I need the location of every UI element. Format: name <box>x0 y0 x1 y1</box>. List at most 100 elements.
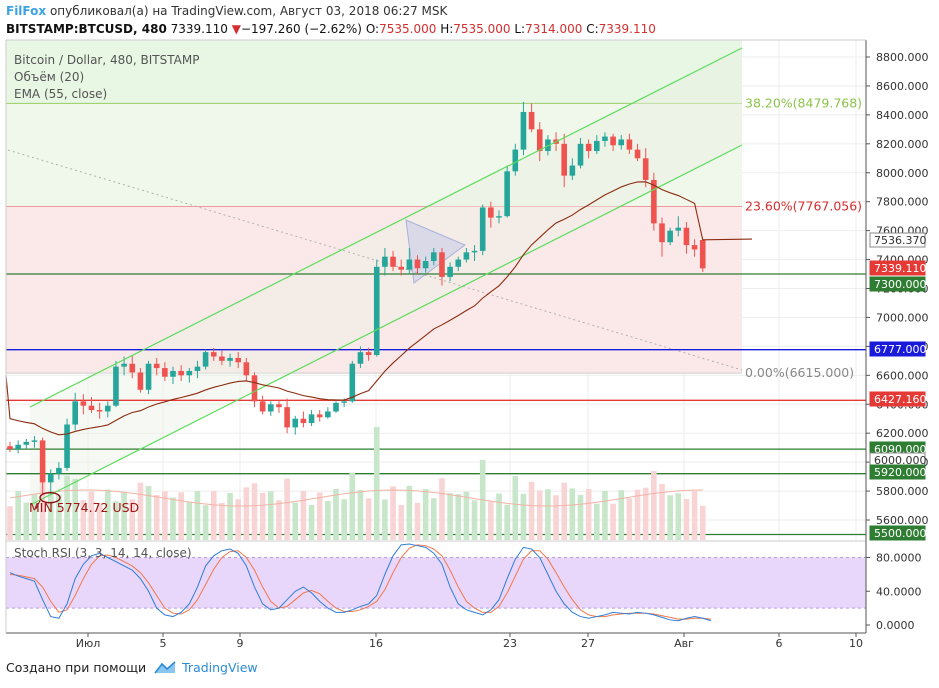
volume-bar <box>325 500 331 540</box>
candle-body <box>162 368 168 377</box>
candle-body <box>64 424 70 468</box>
candle <box>47 469 54 495</box>
candle <box>251 372 258 408</box>
candle <box>186 368 193 383</box>
candle <box>113 360 119 408</box>
candle-body <box>129 363 136 373</box>
candle-body <box>210 352 217 357</box>
candle-body <box>243 362 250 376</box>
candle <box>414 255 421 275</box>
candle <box>202 349 209 370</box>
volume-bar <box>585 488 592 540</box>
volume-bar <box>202 505 209 540</box>
candle <box>259 395 266 415</box>
candle <box>675 216 682 237</box>
candle-body <box>585 143 592 152</box>
candle <box>80 394 87 415</box>
price-badge-box <box>869 391 926 407</box>
volume-bar <box>422 489 429 540</box>
candle <box>308 410 315 426</box>
volume-legend: Объём (20) <box>14 70 85 84</box>
candle-body <box>308 414 315 424</box>
price-tick-label: 7800.000 <box>876 196 929 209</box>
candle-body <box>496 216 502 218</box>
candle-body <box>259 401 266 412</box>
candle <box>325 407 331 419</box>
candle <box>512 143 519 176</box>
candle-body <box>447 266 453 277</box>
candle-body <box>300 418 307 424</box>
volume-bar <box>398 505 404 540</box>
ema-line <box>5 181 753 436</box>
candle-body <box>675 227 682 231</box>
volume-bar <box>545 489 551 540</box>
volume-bar <box>414 502 421 540</box>
high-label: H: <box>440 22 454 36</box>
publish-info: FilFox опубликовал(а) на TradingView.com… <box>6 4 447 18</box>
candle-body <box>406 259 413 270</box>
price-tick-label: 6600.000 <box>876 369 929 382</box>
price-tick-label: 8600.000 <box>876 80 929 93</box>
volume-bar <box>683 499 690 540</box>
volume-bar <box>31 494 38 540</box>
volume-bar <box>178 492 184 540</box>
price-tick-label: 6200.000 <box>876 427 929 440</box>
volume-bar <box>659 484 665 540</box>
candle-body <box>80 401 87 406</box>
candle <box>145 360 152 395</box>
volume-bar <box>15 491 21 540</box>
candle <box>316 410 323 422</box>
candle-body <box>561 143 567 176</box>
volume-bar <box>243 487 250 540</box>
candle-body <box>72 401 78 425</box>
volume-bar <box>626 498 633 540</box>
volume-bar <box>219 502 225 540</box>
candle-body <box>96 410 103 412</box>
tradingview-link[interactable]: TradingView <box>154 660 258 675</box>
candle-body <box>7 446 13 450</box>
price-badge-box <box>869 260 926 276</box>
candle <box>683 221 690 254</box>
candle <box>496 210 502 224</box>
candle-body <box>153 363 160 369</box>
candle <box>594 135 600 154</box>
candle-body <box>610 136 616 146</box>
price-badge: 5920.000 <box>869 464 927 480</box>
volume-bar <box>72 478 78 540</box>
price-badge-text: 7339.110 <box>874 262 927 275</box>
high-value: 7535.000 <box>453 22 511 36</box>
candle <box>170 366 176 384</box>
price-badge-box <box>869 525 926 541</box>
candle <box>96 402 103 419</box>
author-link[interactable]: FilFox <box>6 4 47 18</box>
price-badge-text: 7536.370 <box>874 234 927 247</box>
candle-body <box>569 165 576 176</box>
candle <box>137 368 144 393</box>
candle-body <box>602 136 608 141</box>
symbol-label: BITSTAMP:BTCUSD, 480 <box>6 22 167 36</box>
price-badge: 7339.110 <box>869 260 927 276</box>
volume-bar <box>455 494 462 540</box>
candle-body <box>23 441 30 445</box>
volume-bar <box>113 501 119 540</box>
candle <box>422 256 429 273</box>
time-tick-label: 16 <box>369 637 383 650</box>
volume-bar <box>447 493 453 540</box>
candle <box>439 247 445 286</box>
candle <box>88 397 95 413</box>
candle-body <box>170 370 176 377</box>
volume-bar <box>145 486 152 540</box>
candle <box>398 259 404 276</box>
candle <box>292 415 299 435</box>
channel-upper-line <box>29 47 743 408</box>
chart-text: 38.20%(8479.768) 23.60%(7767.056) 0.00%(66… <box>29 95 862 515</box>
candle <box>227 353 233 367</box>
volume-bar <box>121 492 127 540</box>
candle-body <box>15 444 21 450</box>
candle <box>488 201 494 228</box>
candle-body <box>471 250 478 253</box>
candle-body <box>504 171 510 217</box>
candle-body <box>186 370 193 376</box>
candle <box>7 441 13 452</box>
